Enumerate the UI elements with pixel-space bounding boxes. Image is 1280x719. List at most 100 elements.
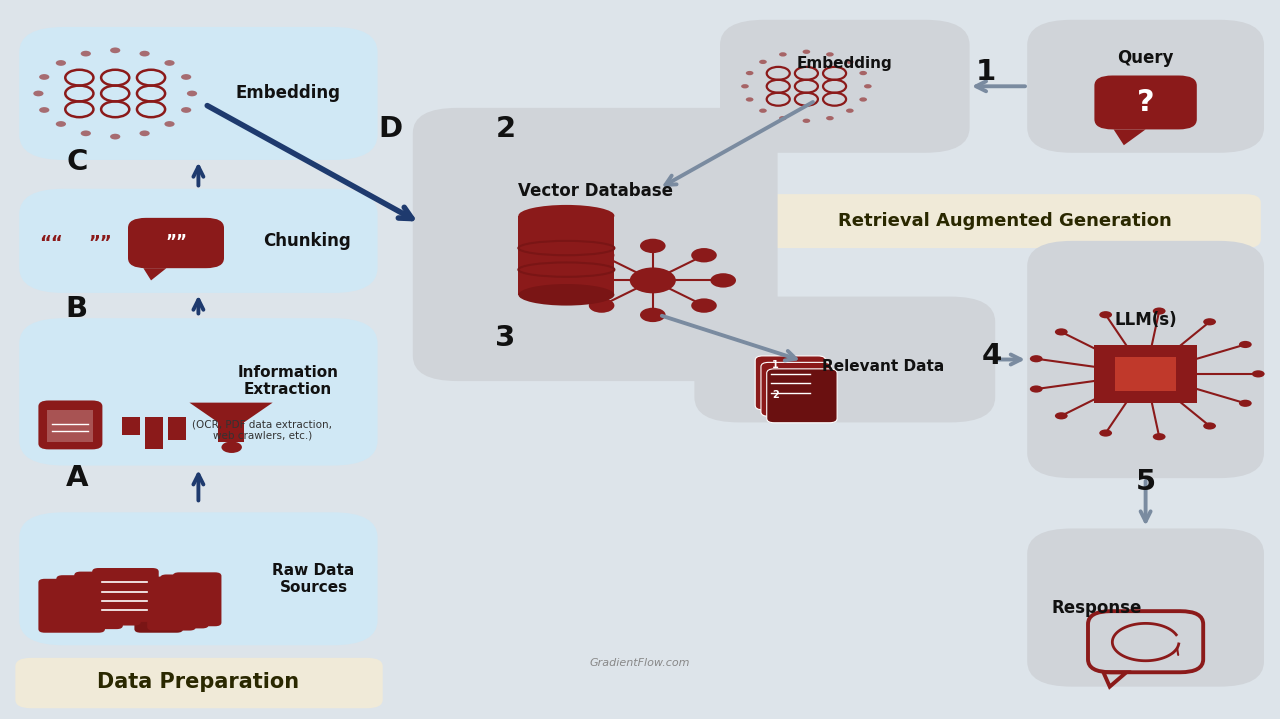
Text: 4: 4 [982, 342, 1002, 370]
FancyBboxPatch shape [760, 362, 832, 416]
Bar [518, 216, 614, 295]
Text: B: B [65, 296, 88, 323]
Circle shape [110, 47, 120, 53]
Circle shape [859, 97, 867, 101]
Text: Embedding: Embedding [797, 56, 892, 70]
FancyBboxPatch shape [19, 319, 378, 466]
Circle shape [1239, 341, 1252, 348]
Circle shape [759, 60, 767, 64]
Text: Embedding: Embedding [236, 84, 340, 103]
Circle shape [746, 97, 754, 101]
Circle shape [846, 60, 854, 64]
FancyBboxPatch shape [74, 572, 141, 626]
FancyBboxPatch shape [147, 577, 196, 631]
Circle shape [81, 130, 91, 136]
Text: ””: ”” [88, 234, 111, 252]
Text: 2: 2 [495, 116, 516, 143]
FancyBboxPatch shape [56, 575, 123, 629]
Bar [122, 417, 140, 435]
Circle shape [1203, 319, 1216, 326]
Circle shape [180, 74, 191, 80]
Circle shape [630, 267, 676, 293]
Circle shape [1153, 433, 1166, 440]
FancyBboxPatch shape [38, 400, 102, 449]
Text: Relevant Data: Relevant Data [822, 360, 945, 374]
Circle shape [846, 109, 854, 113]
FancyBboxPatch shape [694, 297, 996, 423]
FancyBboxPatch shape [128, 218, 224, 268]
FancyBboxPatch shape [1028, 528, 1265, 687]
Text: 3: 3 [495, 324, 516, 352]
Circle shape [1239, 400, 1252, 407]
Circle shape [40, 107, 50, 113]
Bar [168, 417, 186, 440]
FancyBboxPatch shape [719, 20, 970, 153]
Text: (OCR, PDF data extraction,
web crawlers, etc.): (OCR, PDF data extraction, web crawlers,… [192, 419, 333, 441]
Text: Information
Extraction: Information Extraction [238, 365, 338, 398]
Circle shape [1055, 412, 1068, 419]
Text: GradientFlow.com: GradientFlow.com [590, 658, 690, 668]
FancyBboxPatch shape [19, 27, 378, 160]
FancyBboxPatch shape [1028, 20, 1265, 153]
Text: C: C [67, 148, 87, 175]
Bar [1115, 357, 1176, 391]
Circle shape [859, 71, 867, 75]
Circle shape [33, 91, 44, 96]
Ellipse shape [518, 205, 614, 226]
Bar [1094, 345, 1197, 403]
Text: 5: 5 [1135, 468, 1156, 495]
Bar [145, 417, 163, 449]
FancyBboxPatch shape [134, 579, 183, 633]
Text: A: A [65, 464, 88, 492]
Bar [47, 410, 93, 442]
FancyBboxPatch shape [92, 568, 159, 622]
FancyBboxPatch shape [160, 574, 209, 628]
Circle shape [187, 91, 197, 96]
Circle shape [164, 60, 174, 66]
Text: ?: ? [1137, 88, 1155, 117]
Circle shape [1100, 429, 1112, 436]
Circle shape [140, 130, 150, 136]
Circle shape [640, 239, 666, 253]
Text: Response: Response [1052, 598, 1142, 617]
Circle shape [110, 134, 120, 139]
FancyBboxPatch shape [1028, 241, 1265, 478]
Text: ““: ““ [40, 234, 63, 252]
Text: Vector Database: Vector Database [517, 181, 673, 200]
Circle shape [56, 121, 67, 127]
FancyBboxPatch shape [767, 369, 837, 423]
FancyBboxPatch shape [19, 512, 378, 646]
FancyBboxPatch shape [749, 194, 1261, 248]
Circle shape [759, 109, 767, 113]
Circle shape [640, 308, 666, 322]
Circle shape [81, 51, 91, 57]
Polygon shape [1114, 129, 1146, 145]
Polygon shape [189, 403, 273, 422]
Circle shape [803, 119, 810, 123]
Text: Raw Data
Sources: Raw Data Sources [273, 562, 355, 595]
Circle shape [570, 273, 595, 288]
FancyBboxPatch shape [173, 572, 221, 626]
Polygon shape [143, 268, 166, 280]
FancyBboxPatch shape [15, 658, 383, 708]
Circle shape [691, 298, 717, 313]
FancyBboxPatch shape [412, 108, 777, 381]
Circle shape [780, 116, 787, 120]
Text: D: D [379, 116, 402, 143]
Circle shape [826, 116, 833, 120]
Ellipse shape [518, 284, 614, 306]
FancyBboxPatch shape [755, 356, 826, 410]
Circle shape [1100, 311, 1112, 319]
Circle shape [56, 60, 67, 66]
Text: 1: 1 [975, 58, 996, 86]
Circle shape [589, 248, 614, 262]
Circle shape [589, 298, 614, 313]
Text: 2: 2 [772, 390, 778, 400]
Text: Retrieval Augmented Generation: Retrieval Augmented Generation [838, 211, 1171, 230]
Circle shape [140, 51, 150, 57]
Circle shape [1203, 422, 1216, 429]
FancyBboxPatch shape [1094, 75, 1197, 129]
Text: ””: ”” [165, 233, 188, 252]
Circle shape [1252, 370, 1265, 377]
Circle shape [864, 84, 872, 88]
